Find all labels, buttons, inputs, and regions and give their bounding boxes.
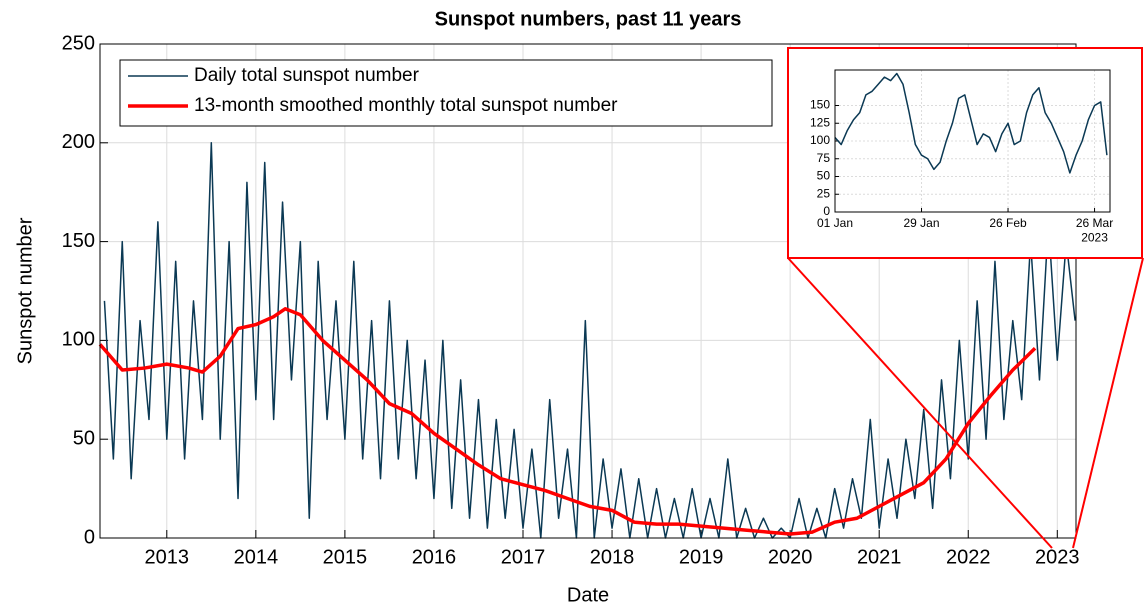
y-tick-label: 150 xyxy=(810,98,830,112)
plot-frame xyxy=(834,69,1111,213)
y-tick-label: 0 xyxy=(84,526,95,548)
y-tick-label: 50 xyxy=(73,427,95,449)
x-tick-label: 2022 xyxy=(946,546,991,568)
y-tick-label: 75 xyxy=(817,151,831,165)
x-tick-label: 2023 xyxy=(1035,546,1080,568)
y-tick-label: 200 xyxy=(62,131,95,153)
data-line xyxy=(98,307,1037,536)
zoom-connector xyxy=(1072,257,1144,549)
zoom-connector xyxy=(787,257,1053,549)
x-axis-sublabel: 2023 xyxy=(1081,231,1108,245)
x-tick-label: 2017 xyxy=(501,546,546,568)
x-tick-label: 2019 xyxy=(679,546,724,568)
x-tick-label: 2021 xyxy=(857,546,902,568)
x-tick-label: 2014 xyxy=(234,546,279,568)
x-tick-label: 2016 xyxy=(412,546,457,568)
x-tick-label: 2018 xyxy=(590,546,635,568)
x-tick-label: 2013 xyxy=(145,546,190,568)
x-tick-label: 26 Feb xyxy=(989,216,1027,230)
legend-box xyxy=(119,59,773,127)
y-tick-label: 100 xyxy=(810,133,830,147)
data-line xyxy=(834,72,1108,174)
y-tick-label: 125 xyxy=(810,115,830,129)
y-tick-label: 250 xyxy=(62,32,95,54)
chart-title: Sunspot numbers, past 11 years xyxy=(435,8,742,30)
y-axis-label: Sunspot number xyxy=(14,217,36,364)
y-tick-label: 50 xyxy=(817,169,831,183)
x-tick-label: 26 Mar xyxy=(1076,216,1113,230)
y-tick-label: 25 xyxy=(817,186,831,200)
y-tick-label: 0 xyxy=(823,204,830,218)
x-axis-label: Date xyxy=(567,584,609,606)
y-tick-label: 150 xyxy=(62,230,95,252)
legend-label: Daily total sunspot number xyxy=(194,65,420,86)
plot-frame xyxy=(99,43,1077,539)
x-tick-label: 2020 xyxy=(768,546,813,568)
x-tick-label: 29 Jan xyxy=(904,216,940,230)
inset-panel xyxy=(787,47,1143,259)
x-tick-label: 01 Jan xyxy=(817,216,853,230)
legend-label: 13-month smoothed monthly total sunspot … xyxy=(194,95,618,116)
y-tick-label: 100 xyxy=(62,329,95,351)
x-tick-label: 2015 xyxy=(323,546,368,568)
